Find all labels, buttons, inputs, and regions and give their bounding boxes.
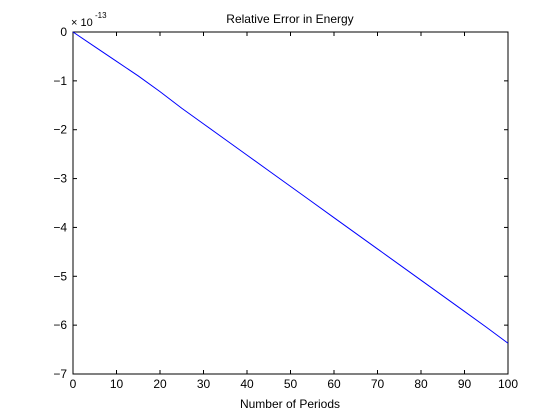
x-axis-label: Number of Periods: [240, 397, 340, 411]
y-tick-label: −7: [53, 367, 67, 381]
x-tick-label: 20: [153, 377, 167, 391]
series-group: [72, 31, 509, 344]
x-tick-label: 50: [284, 377, 298, 391]
axis-ticks: 0 10 20 30 40 50 60 70 80 90 100 0 −1 −2 −3 −4 −5 −6 −7: [53, 25, 518, 391]
y-scale-exponent: -13: [95, 11, 107, 20]
y-tick-label: −5: [53, 269, 67, 283]
x-tick-label: 10: [110, 377, 124, 391]
y-scale-multiplier: × 10: [71, 17, 93, 29]
plot-area: [72, 31, 509, 375]
x-tick-label: 80: [414, 377, 428, 391]
x-tick-label: 40: [240, 377, 254, 391]
y-tick-label: −2: [53, 123, 67, 137]
x-tick-label: 30: [197, 377, 211, 391]
y-tick-label: −6: [53, 318, 67, 332]
y-tick-label: −1: [53, 74, 67, 88]
series-line: [72, 31, 509, 344]
x-tick-label: 0: [70, 377, 77, 391]
x-tick-label: 70: [371, 377, 385, 391]
x-tick-label: 60: [327, 377, 341, 391]
x-tick-label: 90: [458, 377, 472, 391]
y-tick-label: −4: [53, 220, 67, 234]
y-tick-label: −3: [53, 172, 67, 186]
y-tick-label: 0: [60, 25, 67, 39]
chart-title: Relative Error in Energy: [226, 12, 353, 26]
x-tick-label: 100: [498, 377, 518, 391]
